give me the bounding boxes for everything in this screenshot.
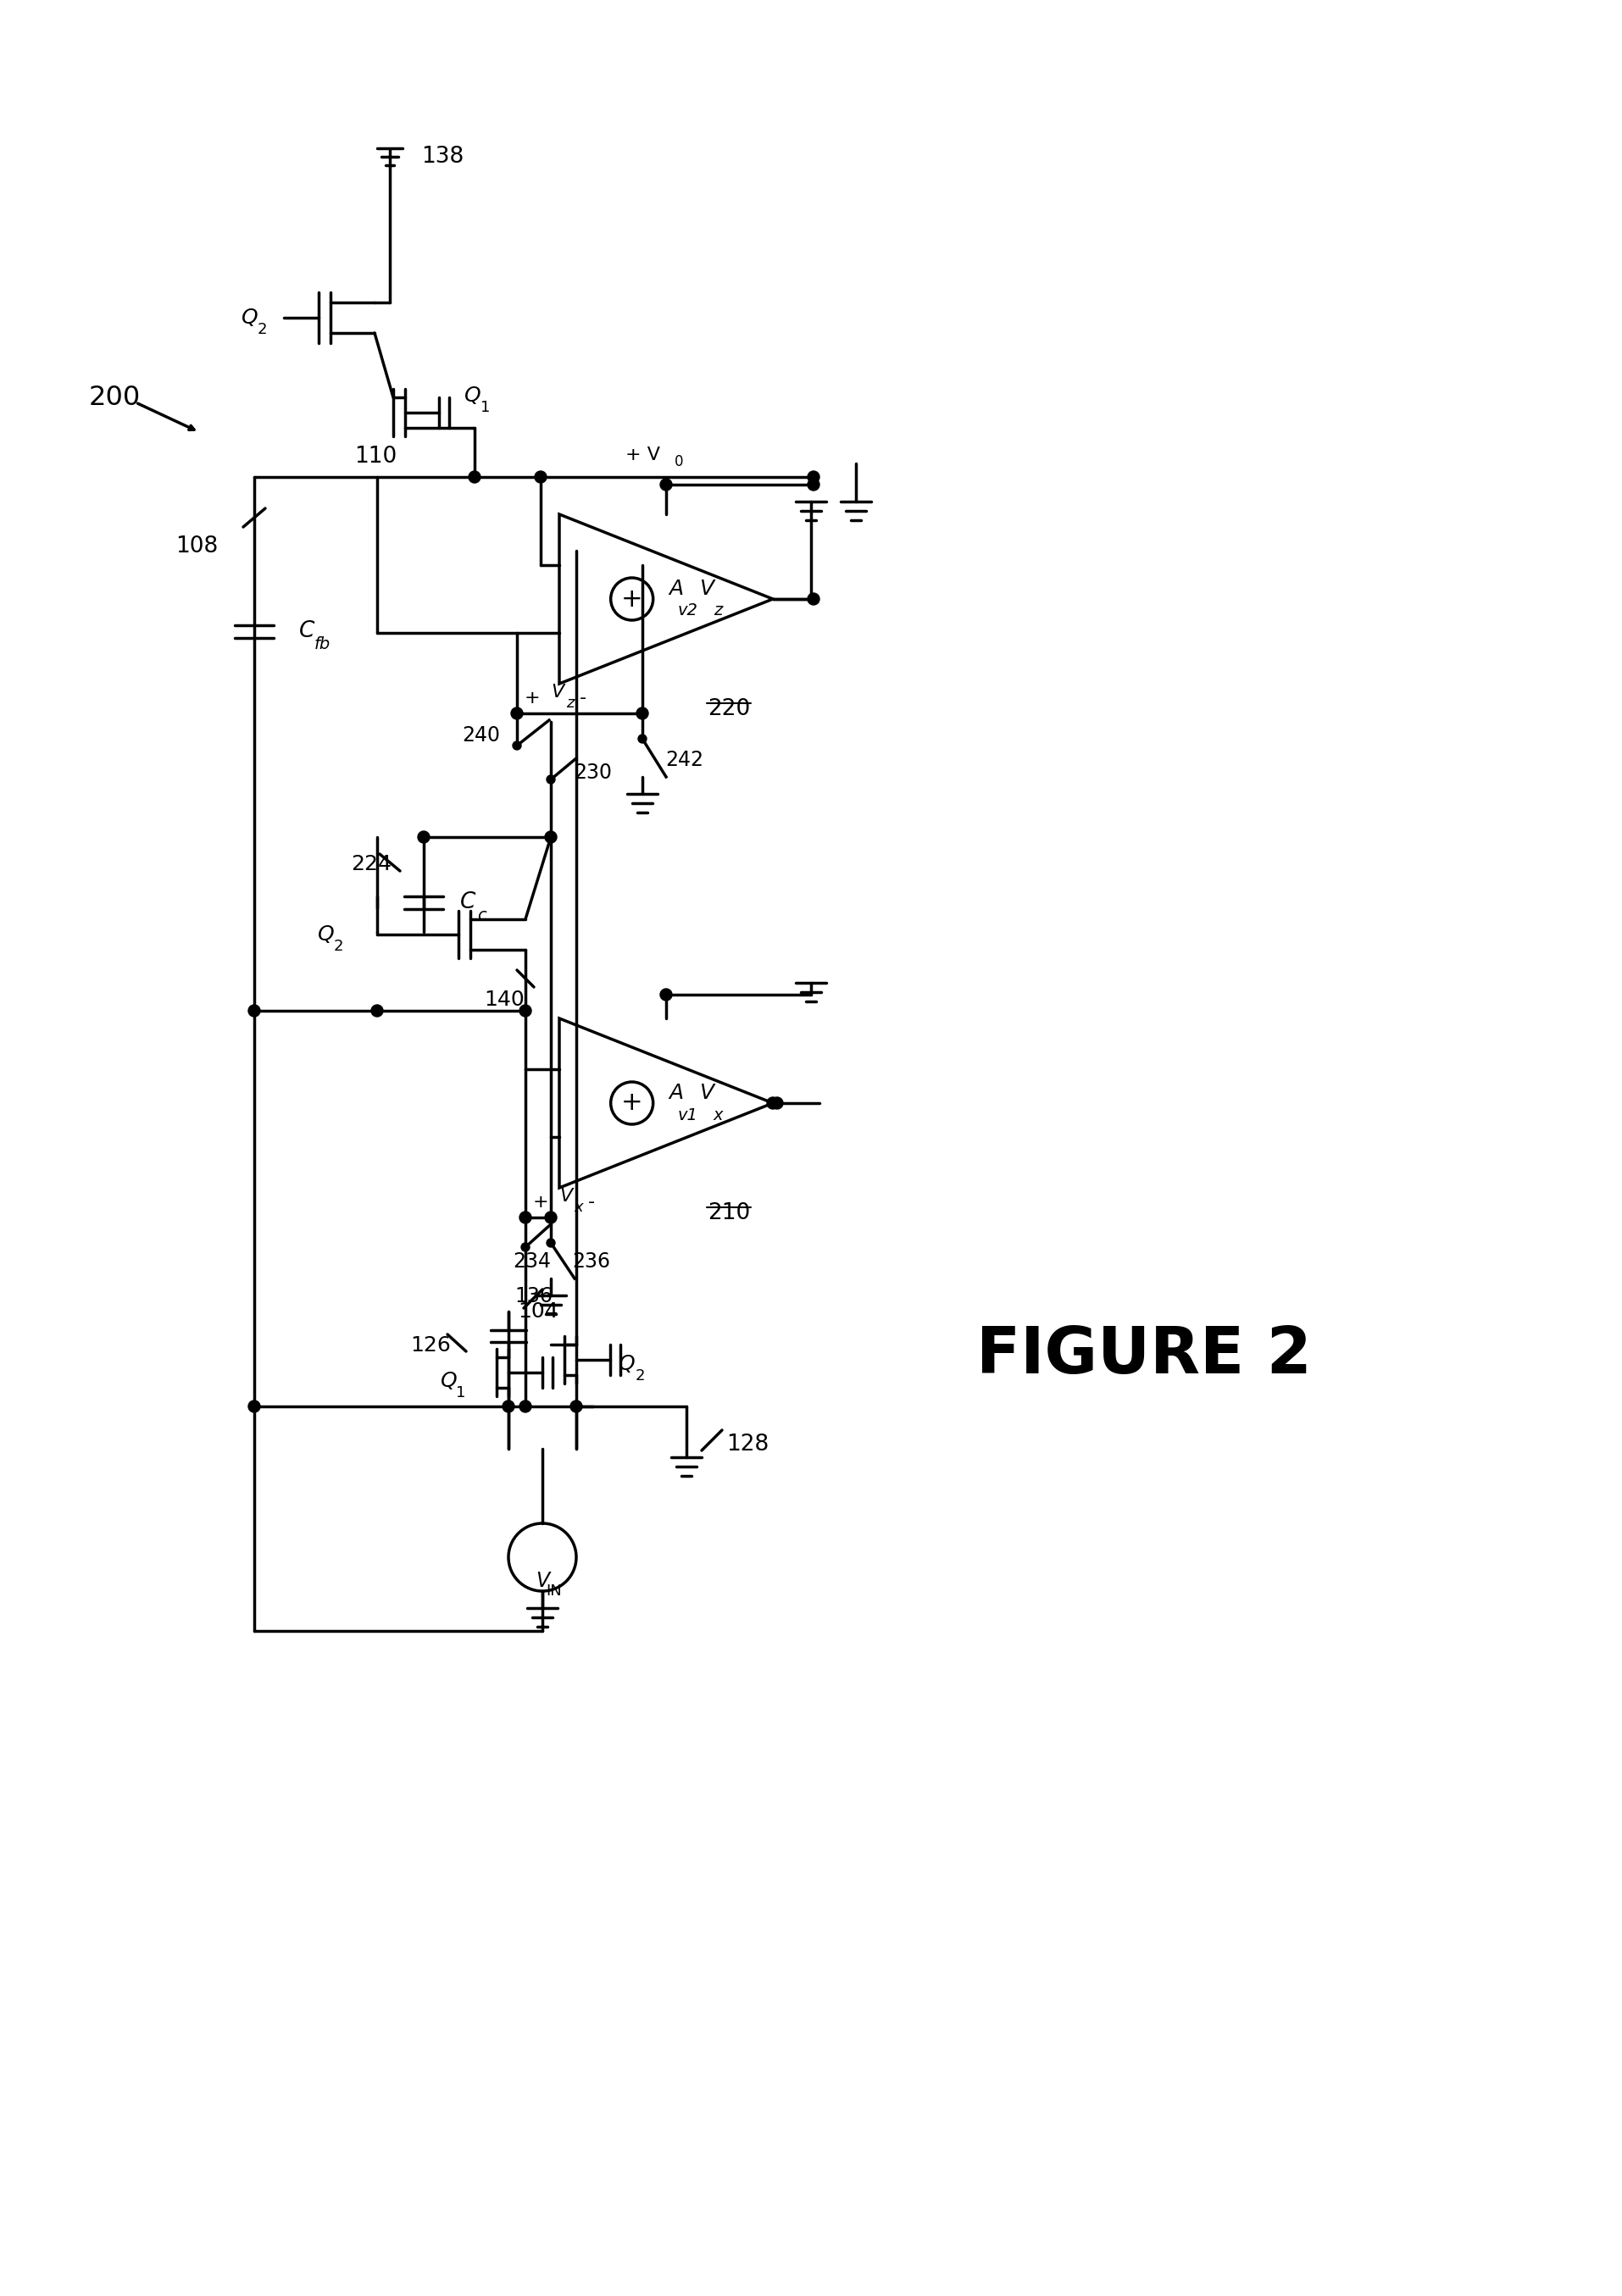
Text: C: C xyxy=(461,891,475,914)
Text: Q: Q xyxy=(618,1355,636,1375)
Text: V: V xyxy=(535,1570,550,1591)
Circle shape xyxy=(371,1006,383,1017)
Text: v1: v1 xyxy=(678,1107,697,1123)
Text: IN: IN xyxy=(547,1584,563,1598)
Text: z: z xyxy=(566,696,574,712)
Circle shape xyxy=(469,471,480,482)
Circle shape xyxy=(519,1212,532,1224)
Text: 1: 1 xyxy=(480,400,490,416)
Text: 236: 236 xyxy=(573,1251,610,1272)
Text: + V: + V xyxy=(624,445,660,464)
Circle shape xyxy=(637,735,647,744)
Text: 2: 2 xyxy=(634,1368,644,1384)
Circle shape xyxy=(519,1006,532,1017)
Text: V: V xyxy=(699,579,714,599)
Circle shape xyxy=(511,707,522,719)
Circle shape xyxy=(571,1401,582,1412)
Circle shape xyxy=(808,471,819,482)
Text: 242: 242 xyxy=(665,751,704,769)
Text: Q: Q xyxy=(242,308,258,328)
Text: 2: 2 xyxy=(256,321,266,338)
Text: 126: 126 xyxy=(410,1336,451,1355)
Circle shape xyxy=(248,1401,260,1412)
Circle shape xyxy=(660,990,672,1001)
Circle shape xyxy=(418,831,430,843)
Text: V: V xyxy=(551,684,564,700)
Text: z: z xyxy=(714,604,723,620)
Text: 108: 108 xyxy=(175,535,217,558)
Text: 210: 210 xyxy=(707,1203,749,1224)
Text: 128: 128 xyxy=(727,1433,769,1456)
Text: +: + xyxy=(621,1091,642,1116)
Text: 200: 200 xyxy=(89,386,141,411)
Circle shape xyxy=(636,707,649,719)
Circle shape xyxy=(519,1401,532,1412)
Circle shape xyxy=(547,1238,555,1247)
Text: fb: fb xyxy=(315,636,331,652)
Text: C: C xyxy=(298,620,315,643)
Text: V: V xyxy=(699,1084,714,1102)
Circle shape xyxy=(547,776,555,783)
Text: 234: 234 xyxy=(513,1251,551,1272)
Circle shape xyxy=(808,478,819,491)
Text: 220: 220 xyxy=(707,698,749,721)
Circle shape xyxy=(660,478,672,491)
Text: x: x xyxy=(574,1201,584,1215)
Text: x: x xyxy=(714,1107,723,1123)
Text: 1: 1 xyxy=(456,1384,466,1401)
Text: 0: 0 xyxy=(675,455,683,468)
Text: +: + xyxy=(532,1194,548,1210)
Text: v2: v2 xyxy=(678,604,697,620)
Text: 104: 104 xyxy=(517,1302,558,1322)
Text: 230: 230 xyxy=(574,762,611,783)
Circle shape xyxy=(770,1097,783,1109)
Text: 110: 110 xyxy=(354,445,397,468)
Circle shape xyxy=(767,1097,779,1109)
Text: 138: 138 xyxy=(422,145,464,168)
Circle shape xyxy=(503,1401,514,1412)
Text: -: - xyxy=(579,689,587,707)
Text: -: - xyxy=(589,1194,595,1210)
Text: +: + xyxy=(524,689,540,707)
Circle shape xyxy=(545,831,556,843)
Circle shape xyxy=(248,1006,260,1017)
Text: +: + xyxy=(621,588,642,611)
Text: A: A xyxy=(668,579,683,599)
Text: 140: 140 xyxy=(483,990,524,1010)
Circle shape xyxy=(521,1242,530,1251)
Text: 136: 136 xyxy=(514,1286,553,1306)
Text: c: c xyxy=(477,907,487,923)
Text: Q: Q xyxy=(441,1371,457,1391)
Text: Q: Q xyxy=(464,386,482,406)
Text: 240: 240 xyxy=(462,726,501,746)
Text: V: V xyxy=(560,1187,573,1205)
Circle shape xyxy=(535,471,547,482)
Text: Q: Q xyxy=(318,925,334,944)
Text: 224: 224 xyxy=(350,854,391,875)
Circle shape xyxy=(545,1212,556,1224)
Circle shape xyxy=(808,592,819,604)
Text: A: A xyxy=(668,1084,683,1102)
Text: FIGURE 2: FIGURE 2 xyxy=(976,1325,1312,1387)
Text: 2: 2 xyxy=(333,939,342,953)
Circle shape xyxy=(513,742,521,751)
